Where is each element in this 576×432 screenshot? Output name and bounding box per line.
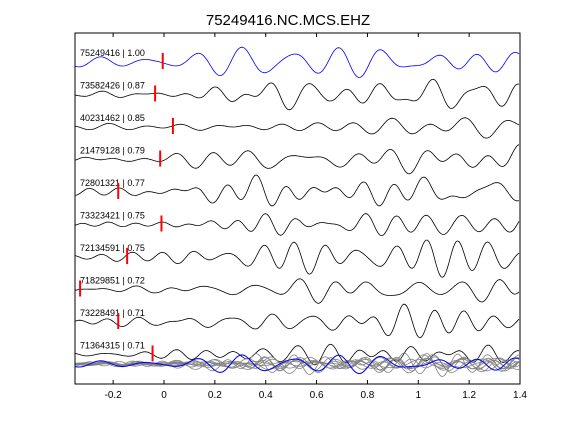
trace-line xyxy=(74,343,519,366)
plot-area: 75249416 | 1.00 73582426 | 0.87 40231462 |… xyxy=(74,46,520,377)
x-tick-label: 0.2 xyxy=(208,390,222,401)
x-tick-label: 0 xyxy=(161,390,167,401)
trace-label: 40231462 | 0.85 xyxy=(80,113,145,123)
x-tick-label: 1.4 xyxy=(513,390,527,401)
stack-trace-line xyxy=(74,352,520,375)
trace-label: 73582426 | 0.87 xyxy=(80,81,145,91)
trace-label: 75249416 | 1.00 xyxy=(80,48,145,58)
trace-line xyxy=(74,213,520,237)
trace-line xyxy=(74,303,520,339)
trace-line xyxy=(74,78,520,111)
trace-label: 72134591 | 0.75 xyxy=(80,243,145,253)
trace-line xyxy=(74,278,520,304)
trace-label: 71364315 | 0.71 xyxy=(80,341,145,351)
trace-line xyxy=(74,239,520,278)
trace-label: 73323421 | 0.75 xyxy=(80,211,145,221)
x-tick-label: 1 xyxy=(416,390,422,401)
trace-label: 72801321 | 0.77 xyxy=(80,178,145,188)
x-tick-label: 0.4 xyxy=(259,390,273,401)
stack-trace-line xyxy=(74,353,520,377)
trace-label: 21479128 | 0.79 xyxy=(80,146,145,156)
trace-line xyxy=(74,144,520,175)
x-axis: -0.2 0 0.2 0.4 0.6 0.8 1 1.2 1.4 xyxy=(105,33,527,401)
trace-line xyxy=(74,174,520,207)
stack-reference-line xyxy=(74,354,520,374)
x-tick-label: 0.8 xyxy=(360,390,374,401)
chart-title: 75249416.NC.MCS.EHZ xyxy=(206,12,370,29)
stack-trace-line xyxy=(74,356,520,373)
trace-line xyxy=(74,117,520,139)
x-tick-label: 0.6 xyxy=(310,390,324,401)
trace-label: 73228491 | 0.71 xyxy=(80,308,145,318)
axes-frame xyxy=(74,32,521,385)
x-tick-label: 1.2 xyxy=(462,390,476,401)
trace-label: 71829851 | 0.72 xyxy=(80,276,145,286)
x-tick-label: -0.2 xyxy=(105,390,123,401)
trace-line xyxy=(74,46,520,78)
